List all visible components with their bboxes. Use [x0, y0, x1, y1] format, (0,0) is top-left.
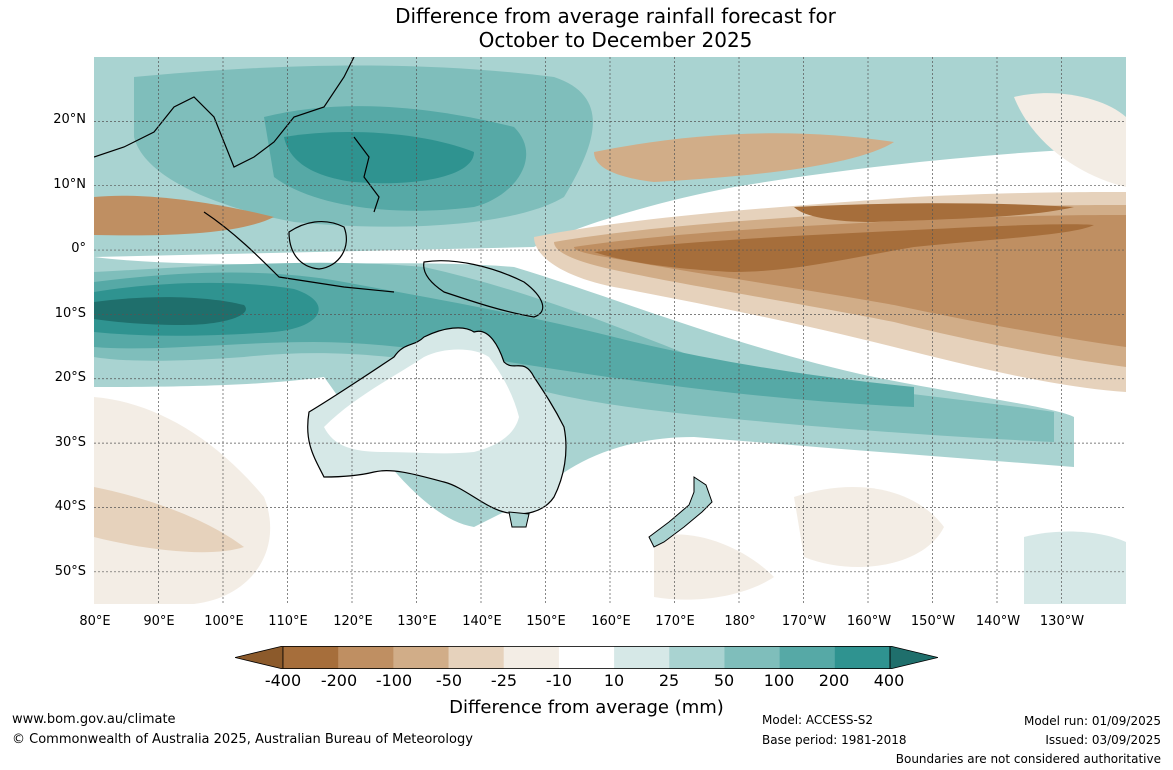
- lon-label: 120°E: [333, 614, 373, 629]
- colorbar-swatch: [503, 646, 560, 669]
- dry-stripe-indian: [94, 195, 274, 236]
- australia-interior: [324, 349, 519, 454]
- colorbar-extend-low: [234, 645, 284, 670]
- lon-label: 90°E: [143, 614, 175, 629]
- legend-tick: 100: [763, 671, 795, 690]
- colorbar-swatch: [283, 646, 339, 669]
- lon-label: 110°E: [268, 614, 308, 629]
- lon-label: 80°E: [79, 614, 111, 629]
- colorbar-swatch: [779, 646, 836, 669]
- issued-text: Issued: 03/09/2025: [1045, 733, 1161, 747]
- legend-tick: -50: [435, 671, 463, 690]
- graticule: [94, 57, 1126, 604]
- legend-tick: -100: [375, 671, 413, 690]
- legend-tick: -10: [545, 671, 573, 690]
- rainfall-map: [94, 57, 1126, 604]
- lon-label: 130°E: [397, 614, 437, 629]
- lat-label: 10°N: [53, 177, 86, 192]
- lon-label: 170°E: [655, 614, 695, 629]
- borneo-outline: [288, 220, 347, 270]
- legend-tick: -400: [264, 671, 302, 690]
- rainfall-map-svg: [94, 57, 1126, 604]
- model-text: Model: ACCESS-S2: [762, 713, 874, 727]
- dry-tongue-eastern-core: [794, 203, 1074, 222]
- lat-label: 10°S: [54, 306, 86, 321]
- lat-label: 0°: [71, 241, 86, 256]
- wet-region-north-peak: [284, 132, 474, 184]
- lon-label: 130°W: [1039, 614, 1085, 629]
- lon-label: 150°E: [526, 614, 566, 629]
- colorbar-swatch: [393, 646, 450, 669]
- colorbar-swatch: [834, 646, 891, 669]
- colorbar-swatch: [614, 646, 670, 669]
- lon-label: 100°E: [204, 614, 244, 629]
- lon-label: 180°: [724, 614, 756, 629]
- legend-colorbar: [234, 645, 939, 670]
- title-line-1: Difference from average rainfall forecas…: [395, 4, 836, 28]
- dry-northeast: [1014, 93, 1126, 187]
- lat-label: 20°N: [53, 112, 86, 127]
- colorbar-svg: [234, 645, 939, 670]
- lon-label: 160°W: [846, 614, 892, 629]
- lon-label: 170°W: [781, 614, 827, 629]
- legend-title: Difference from average (mm): [449, 697, 724, 718]
- title-line-2: October to December 2025: [478, 28, 753, 52]
- legend-tick: 10: [603, 671, 625, 690]
- lat-label: 30°S: [54, 435, 86, 450]
- wet-southeast-pacific: [1024, 531, 1126, 604]
- lon-label: 140°W: [975, 614, 1021, 629]
- dry-tongue-core: [594, 224, 1094, 272]
- legend-tick: -200: [320, 671, 358, 690]
- dry-south-east: [794, 487, 944, 567]
- legend-tick: 400: [873, 671, 905, 690]
- legend-tick: 25: [658, 671, 680, 690]
- dry-south-west-core: [94, 487, 244, 553]
- dry-south-central: [654, 534, 774, 600]
- lon-label: 160°E: [591, 614, 631, 629]
- colorbar-swatch: [724, 646, 781, 669]
- philippines-outline: [353, 136, 380, 213]
- base-period-text: Base period: 1981-2018: [762, 733, 907, 747]
- lat-label: 50°S: [54, 564, 86, 579]
- lon-label: 150°W: [910, 614, 956, 629]
- legend-tick: 200: [818, 671, 850, 690]
- wet-band-south-max: [94, 297, 246, 325]
- colorbar-extend-high: [889, 645, 939, 670]
- colorbar-swatch: [558, 646, 615, 669]
- legend-tick: -25: [490, 671, 518, 690]
- colorbar-swatch: [448, 646, 505, 669]
- model-run-text: Model run: 01/09/2025: [1023, 714, 1161, 728]
- new-zealand-outline: [648, 476, 713, 548]
- lat-label: 20°S: [54, 370, 86, 385]
- lat-label: 40°S: [54, 499, 86, 514]
- new-guinea-outline: [423, 260, 544, 318]
- sumatra-java-outline: [203, 211, 395, 293]
- website-link[interactable]: www.bom.gov.au/climate: [12, 712, 176, 727]
- dry-south-west: [94, 397, 271, 604]
- colorbar-swatch: [338, 646, 394, 669]
- dry-band-north: [594, 133, 894, 182]
- legend-tick: 50: [713, 671, 735, 690]
- asia-mainland-outline: [94, 57, 355, 168]
- tasmania-outline: [508, 511, 530, 528]
- map-title: Difference from average rainfall forecas…: [0, 4, 1173, 52]
- copyright-text: © Commonwealth of Australia 2025, Austra…: [12, 732, 473, 747]
- colorbar-border: [282, 646, 891, 669]
- lon-label: 140°E: [462, 614, 502, 629]
- boundaries-note: Boundaries are not considered authoritat…: [895, 752, 1161, 766]
- colorbar-swatch: [669, 646, 725, 669]
